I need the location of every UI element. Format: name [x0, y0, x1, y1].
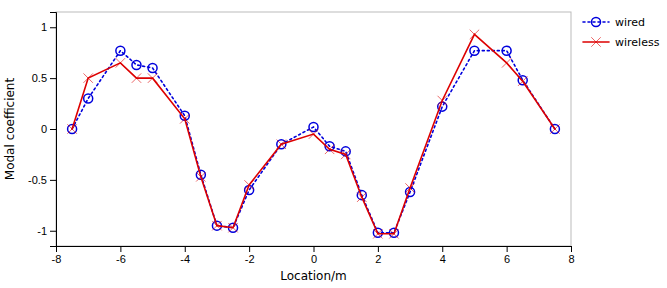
point	[228, 223, 237, 232]
point	[357, 192, 366, 201]
tick-label: 8	[568, 253, 574, 265]
tick-label: -1	[37, 225, 47, 237]
tick: -0.5	[28, 174, 56, 186]
tick: 0.5	[32, 72, 56, 84]
tick: 0	[311, 246, 317, 265]
point	[438, 96, 447, 105]
tick: 2	[375, 246, 381, 265]
plot-frame	[56, 12, 571, 246]
point	[148, 73, 157, 82]
point	[67, 124, 76, 133]
tick-mark	[50, 129, 56, 130]
legend-label: wired	[615, 16, 645, 29]
point	[405, 183, 414, 192]
tick: 6	[504, 246, 510, 265]
tick-mark	[249, 246, 250, 252]
point	[277, 140, 286, 149]
point	[309, 129, 318, 138]
tick-label: 0	[41, 123, 47, 135]
point	[180, 114, 189, 123]
tick: -4	[180, 246, 190, 265]
tick-mark	[50, 27, 56, 28]
tick: 4	[440, 246, 446, 265]
tick-mark	[571, 246, 572, 252]
tick: -6	[116, 246, 126, 265]
point	[518, 76, 527, 85]
chart: -8 -6 -4 -2 0 2 4 6 8 -1 -0.5 0 0.5 1 Location/m Modal …	[0, 0, 667, 288]
legend-entry: wired	[583, 16, 645, 29]
point	[470, 30, 479, 39]
tick-label: 6	[504, 253, 510, 265]
point	[550, 124, 559, 133]
axis-line	[50, 13, 57, 247]
tick-label: 0	[311, 253, 317, 265]
tick-label: -0.5	[28, 174, 47, 186]
tick: 0	[41, 123, 56, 135]
point	[83, 73, 92, 82]
tick-label: 0.5	[32, 72, 47, 84]
series-line	[72, 34, 555, 233]
point	[502, 58, 511, 67]
tick-label: 2	[375, 253, 381, 265]
point	[341, 150, 350, 159]
tick-label: -4	[180, 253, 190, 265]
tick-mark	[442, 246, 443, 252]
y-axis: -1 -0.5 0 0.5 1	[28, 13, 56, 247]
point	[196, 172, 205, 181]
point	[244, 180, 253, 189]
tick-label: -6	[116, 253, 126, 265]
point	[148, 63, 157, 72]
legend-label: wireless	[615, 36, 660, 49]
marks	[67, 30, 559, 239]
tick: -1	[37, 225, 56, 237]
point	[132, 73, 141, 82]
tick-mark	[314, 246, 315, 252]
point	[389, 229, 398, 238]
point	[325, 145, 334, 154]
x-axis-title: Location/m	[280, 269, 347, 283]
legend-line	[583, 21, 609, 23]
point	[373, 229, 382, 238]
tick-mark	[50, 231, 56, 232]
plot: -8 -6 -4 -2 0 2 4 6 8 -1 -0.5 0 0.5 1 Location/m Modal …	[3, 12, 660, 283]
point	[277, 140, 286, 149]
legend-symbol	[591, 17, 600, 26]
point	[116, 46, 125, 55]
tick-label: -8	[52, 253, 62, 265]
point	[68, 124, 77, 133]
tick-mark	[50, 180, 56, 181]
legend-entry: wireless	[583, 36, 660, 49]
point	[502, 46, 511, 55]
y-axis-title: Modal coefficient	[3, 78, 17, 181]
legend-symbol	[591, 37, 600, 46]
tick-label: -2	[245, 253, 255, 265]
x-axis: -8 -6 -4 -2 0 2 4 6 8	[52, 246, 575, 265]
point	[550, 124, 559, 133]
tick: -2	[245, 246, 255, 265]
tick-mark	[185, 246, 186, 252]
tick-label: 4	[440, 253, 446, 265]
point	[212, 221, 221, 230]
point	[309, 122, 318, 131]
tick-label: 1	[41, 21, 47, 33]
tick-mark	[507, 246, 508, 252]
tick: 1	[41, 21, 56, 33]
legend: wired wireless	[583, 16, 660, 49]
tick-mark	[378, 246, 379, 252]
point	[84, 94, 93, 103]
tick-mark	[120, 246, 121, 252]
tick-mark	[50, 78, 56, 79]
point	[470, 46, 479, 55]
point	[132, 60, 141, 69]
point	[116, 58, 125, 67]
axis-line	[57, 247, 572, 253]
tick: -8	[52, 246, 62, 265]
tick: 8	[568, 246, 574, 265]
